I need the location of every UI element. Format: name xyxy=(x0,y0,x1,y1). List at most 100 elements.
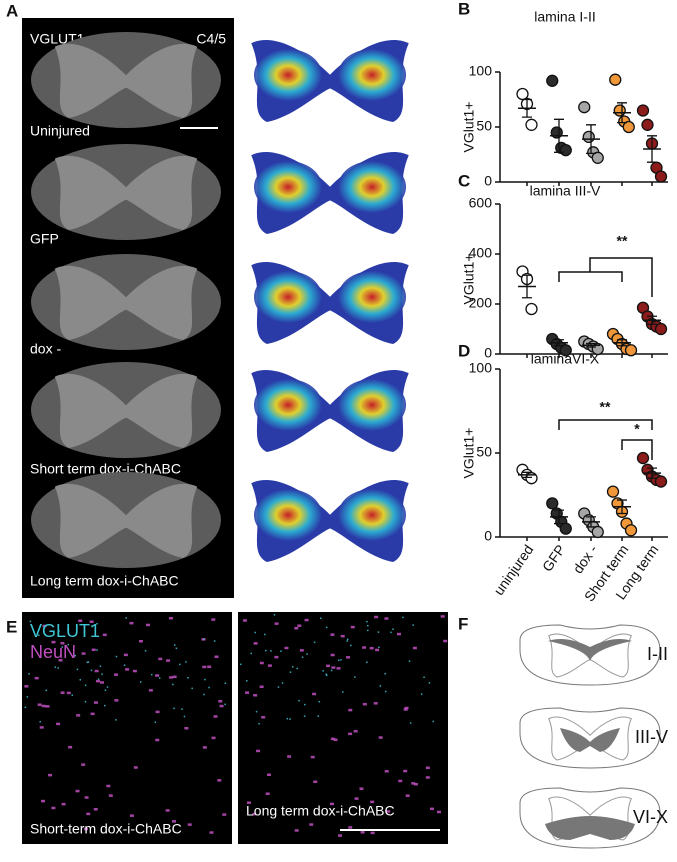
neun-cell xyxy=(412,646,417,650)
neun-cell xyxy=(155,674,160,677)
data-point xyxy=(624,524,638,537)
neun-cell xyxy=(114,673,119,676)
vglut1-signal xyxy=(366,661,368,663)
neun-cell xyxy=(78,619,83,622)
vglut1-signal xyxy=(346,638,349,641)
neun-cell xyxy=(133,766,138,769)
neun-cell xyxy=(76,714,81,717)
neun-cell xyxy=(222,813,227,816)
neun-cell xyxy=(267,664,272,667)
neun-cell xyxy=(259,661,264,665)
vglut1-signal xyxy=(87,661,90,663)
vglut1-signal xyxy=(289,718,291,720)
neun-cell xyxy=(42,624,47,628)
highlighted-region xyxy=(545,816,635,840)
chart-title: lamina III-V xyxy=(530,183,601,199)
data-point xyxy=(654,322,668,336)
y-axis-label: VGlut1+ xyxy=(461,254,477,305)
vglut1-signal xyxy=(173,644,176,646)
vglut1-signal xyxy=(150,673,153,676)
error-bar xyxy=(647,135,657,163)
vglut1-signal xyxy=(264,633,266,636)
neun-cell xyxy=(436,810,441,814)
y-tick-label: 100 xyxy=(469,63,493,79)
vglut1-signal xyxy=(384,672,386,675)
vglut1-signal xyxy=(179,663,181,666)
neun-cell xyxy=(329,802,334,806)
neun-cell xyxy=(34,676,39,680)
neun-cell xyxy=(202,746,207,749)
neun-cell xyxy=(294,829,299,832)
row-label: Uninjured xyxy=(30,123,90,139)
neun-cell xyxy=(246,801,251,804)
vglut1-signal xyxy=(402,616,404,619)
neun-cell xyxy=(362,646,367,649)
neun-cell xyxy=(330,633,335,636)
vglut1-signal xyxy=(175,647,178,650)
vglut1-signal xyxy=(296,667,298,670)
neun-cell xyxy=(443,639,448,643)
neun-cell xyxy=(56,722,61,726)
vglut1-signal xyxy=(191,687,193,690)
neun-cell xyxy=(274,622,279,625)
error-bar xyxy=(647,467,657,479)
neun-cell xyxy=(172,675,177,679)
neun-cell xyxy=(259,685,264,689)
x-tick-label: GFP xyxy=(539,542,569,575)
data-point xyxy=(636,451,650,465)
vglut1-signal xyxy=(270,650,272,652)
neun-cell xyxy=(253,694,258,697)
neun-cell xyxy=(404,706,409,710)
highlighted-region xyxy=(560,728,620,752)
neun-cell xyxy=(287,755,292,758)
vglut1-signal xyxy=(104,689,107,691)
vglut1-signal xyxy=(258,722,260,725)
channel-label: VGLUT1 xyxy=(30,621,100,641)
vglut1-signal xyxy=(58,630,60,632)
neun-cell xyxy=(430,807,435,811)
vglut1-signal xyxy=(101,673,103,675)
neun-cell xyxy=(330,653,335,657)
error-bar xyxy=(647,315,657,325)
neun-cell xyxy=(294,627,299,630)
data-point xyxy=(525,118,538,131)
vglut1-signal xyxy=(428,682,431,684)
neun-cell xyxy=(86,812,91,816)
vglut1-signal xyxy=(90,669,93,672)
vglut1-signal xyxy=(115,655,118,658)
neun-cell xyxy=(39,726,44,729)
neun-cell xyxy=(299,649,304,652)
dot-plot: lamina I-II VGlut1+ 0 50 100 xyxy=(461,9,668,189)
neun-cell xyxy=(60,641,65,645)
neun-cell xyxy=(253,642,258,645)
neun-cell xyxy=(81,763,86,766)
vglut1-signal xyxy=(84,700,87,703)
vglut1-signal xyxy=(254,631,256,634)
vglut1-signal xyxy=(84,684,87,687)
vglut1-signal xyxy=(255,710,258,713)
neun-cell xyxy=(309,823,314,826)
vglut1-signal xyxy=(144,650,147,652)
neun-cell xyxy=(217,779,222,782)
vglut1-signal xyxy=(154,721,157,723)
error-bar xyxy=(586,342,596,348)
row-label: Short term dox-i-ChABC xyxy=(30,461,181,477)
neun-cell xyxy=(284,646,289,650)
neun-cell xyxy=(403,769,408,773)
neun-cell xyxy=(336,667,341,670)
neun-cell xyxy=(211,736,216,740)
neun-cell xyxy=(75,789,80,793)
neun-cell xyxy=(41,704,46,708)
vglut1-signal xyxy=(96,622,98,625)
data-point xyxy=(606,485,620,498)
vglut1-signal xyxy=(57,667,59,669)
error-bar xyxy=(554,118,564,153)
heatmap-hotspot xyxy=(338,271,406,323)
y-tick-label: 50 xyxy=(476,118,492,134)
neun-cell xyxy=(61,802,66,806)
vglut1-signal xyxy=(319,617,322,620)
region-label: III-V xyxy=(635,727,668,747)
neun-cell xyxy=(37,703,42,706)
micrograph xyxy=(22,612,232,844)
vglut1-signal xyxy=(39,721,41,723)
